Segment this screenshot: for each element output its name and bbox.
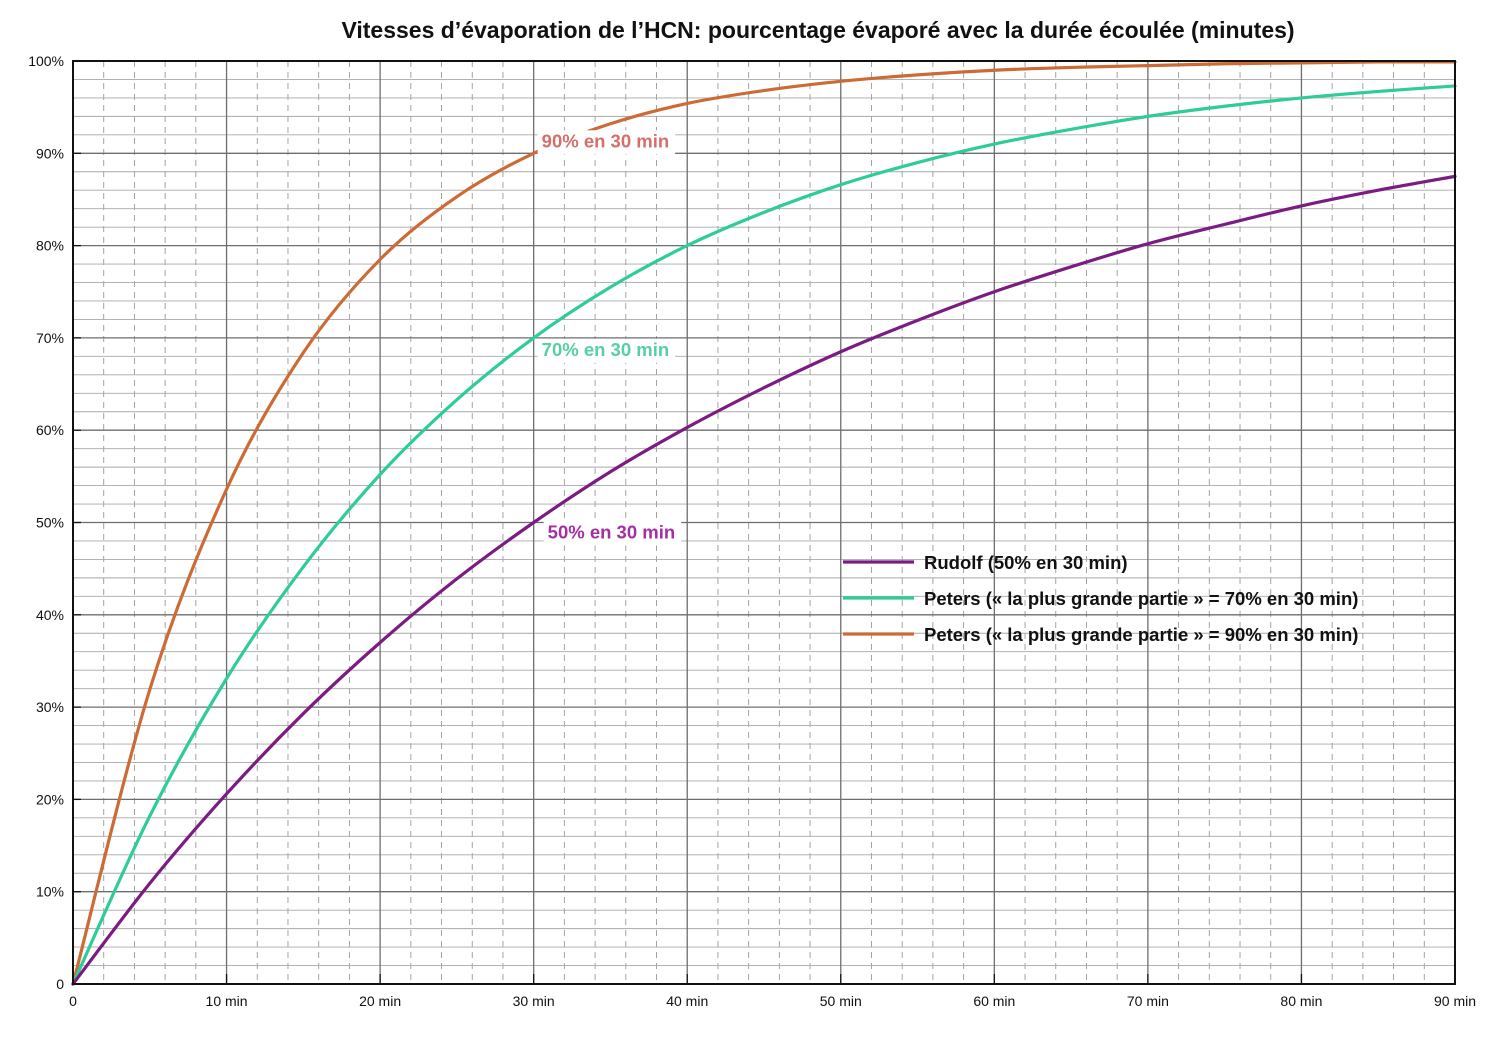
series-line [71,60,1457,986]
annotations: 90% en 30 min 70% en 30 min 50% en 30 min [537,130,682,546]
y-tick-label: 40% [36,607,64,623]
y-tick-label: 10% [36,884,64,900]
y-tick-label: 100% [28,53,64,69]
major-grid [73,61,1455,984]
minor-grid [73,61,1455,984]
plot-frame [72,60,1456,985]
series-lines [71,60,1457,986]
x-tick-label: 60 min [973,993,1015,1009]
axis-ticks [72,60,1456,985]
y-tick-label: 20% [36,791,64,807]
legend: Rudolf (50% en 30 min) Peters (« la plus … [843,552,1358,645]
x-tick-label: 40 min [666,993,708,1009]
x-tick-label: 90 min [1434,993,1476,1009]
y-tick-label: 90% [36,145,64,161]
y-tick-label: 30% [36,699,64,715]
y-tick-label: 50% [36,515,64,531]
annotation-background [537,338,676,363]
x-tick-label: 10 min [206,993,248,1009]
x-tick-label: 70 min [1127,993,1169,1009]
annotation-label: 50% en 30 min [548,522,676,543]
x-tick-label: 20 min [359,993,401,1009]
x-tick-label: 0 [69,993,77,1009]
legend-label: Peters (« la plus grande partie » = 90% … [924,624,1358,645]
x-tick-label: 80 min [1280,993,1322,1009]
y-tick-label: 70% [36,330,64,346]
annotation-label: 90% en 30 min [542,130,670,151]
series-line [71,84,1457,986]
series-line [71,174,1457,986]
annotation-background [537,130,676,155]
legend-label: Rudolf (50% en 30 min) [924,552,1128,573]
legend-label: Peters (« la plus grande partie » = 70% … [924,588,1358,609]
y-tick-label: 0 [56,976,64,992]
tick-labels: 0 10 min 20 min 30 min 40 min 50 min 60 min 70 … [28,53,1476,1009]
y-tick-label: 60% [36,422,64,438]
annotation-background [543,521,682,546]
annotation-label: 70% en 30 min [542,339,670,360]
x-tick-label: 50 min [820,993,862,1009]
chart-title: Vitesses d’évaporation de l’HCN: pourcen… [341,17,1294,43]
y-tick-label: 80% [36,238,64,254]
x-tick-label: 30 min [513,993,555,1009]
